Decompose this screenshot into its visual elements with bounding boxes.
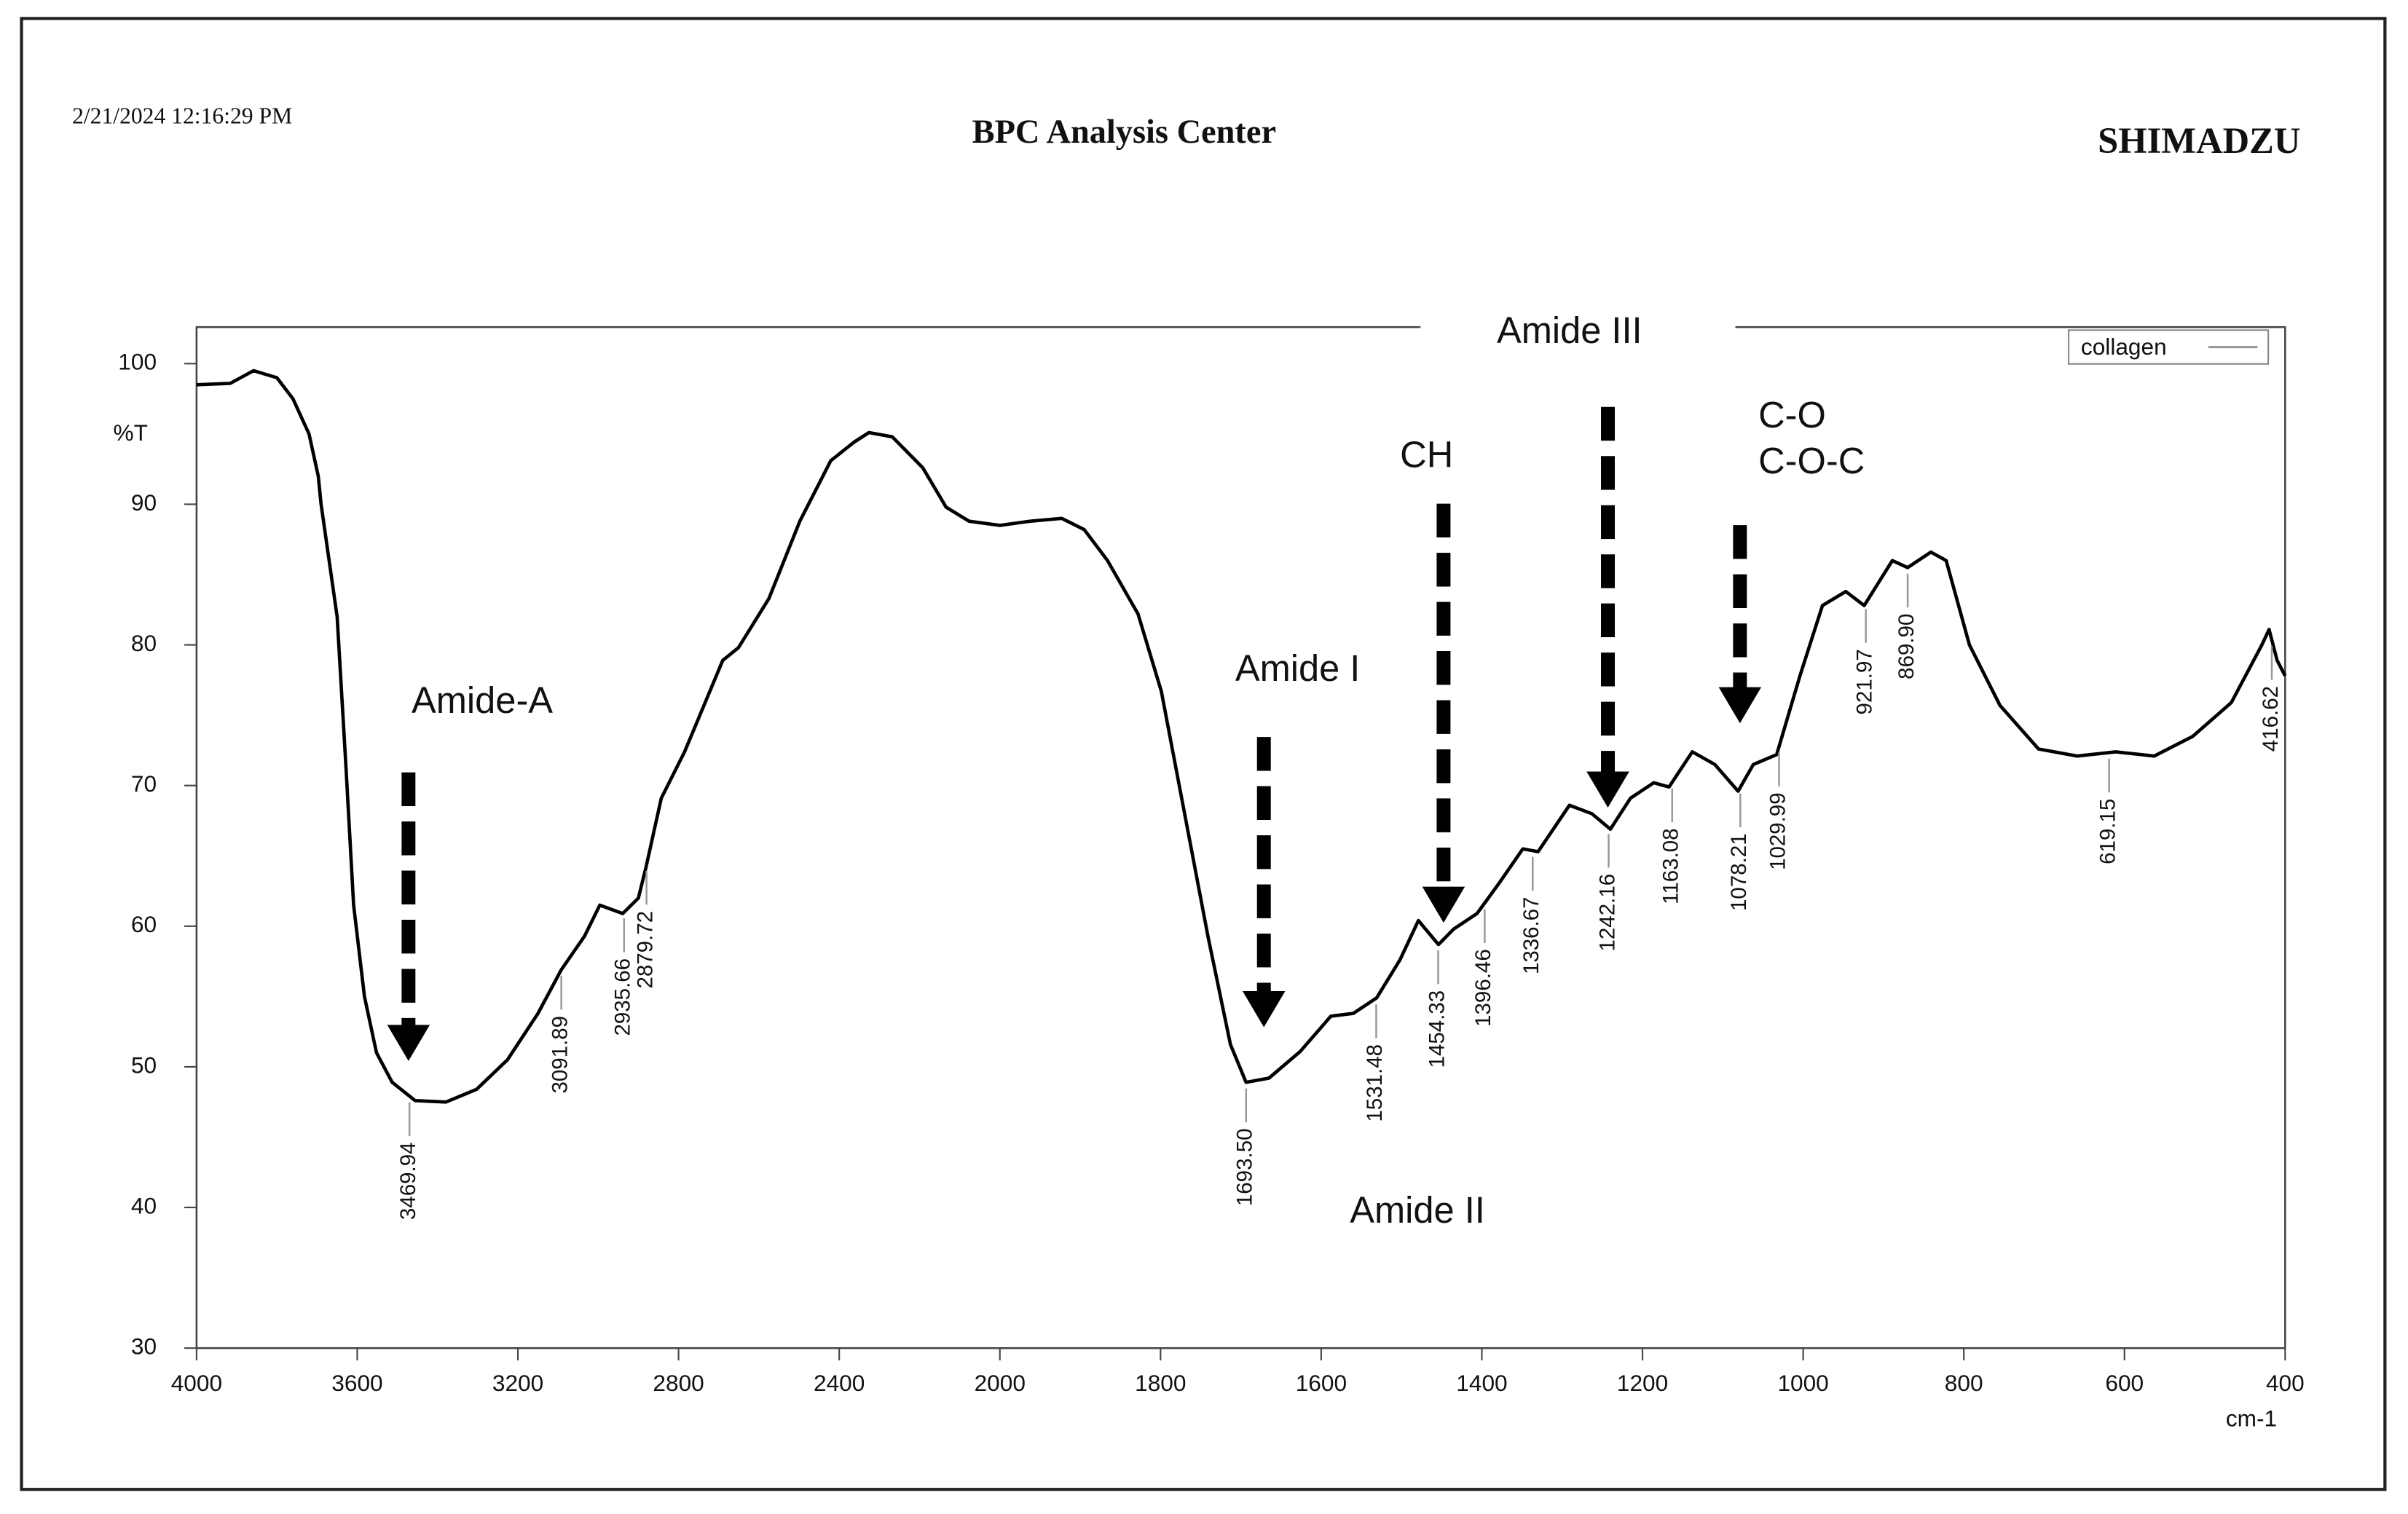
arrows [387,406,1762,1061]
arrow-head [1422,886,1465,923]
peak-label: 3091.89 [548,1016,572,1094]
peak-label: 1163.08 [1659,828,1683,904]
arrow-head [1586,771,1629,808]
x-tick-label: 400 [2266,1370,2305,1396]
peak-label: 1029.99 [1766,792,1790,870]
y-tick-label: 90 [131,489,157,516]
chart-title: BPC Analysis Center [972,114,1276,151]
brand: SHIMADZU [2098,120,2300,161]
annotation: CH [1400,434,1453,476]
annotation: Amide II [1350,1189,1485,1231]
peak-label: 1454.33 [1425,990,1449,1068]
peak-label: 2935.66 [611,958,635,1036]
x-tick-label: 4000 [171,1370,222,1396]
arrow-head [1718,687,1762,724]
arrow-head [387,1025,430,1061]
x-tick-label: 600 [2105,1370,2144,1396]
peak-label: 1396.46 [1471,949,1495,1027]
arrow-head [1242,991,1286,1028]
spectrum-line [196,368,2287,1104]
annotation: C-O [1758,394,1826,435]
label-background [1420,304,1736,360]
y-tick-label: 30 [131,1333,157,1360]
peak-label: 1336.67 [1519,896,1543,974]
peak-label: 1242.16 [1595,874,1619,952]
x-tick-label: 2400 [814,1370,865,1396]
annotation: Amide I [1235,647,1361,689]
peak-label: 921.97 [1852,649,1876,714]
legend-label: collagen [2081,334,2167,360]
y-tick-label: 70 [131,770,157,797]
x-tick-label: 3200 [492,1370,543,1396]
annotation: C-O-C [1758,440,1865,481]
y-tick-label: 100 [118,349,157,375]
peak-label: 869.90 [1894,614,1919,679]
date: 2/21/2024 12:16:29 PM [72,103,292,129]
x-axis-label: cm-1 [2226,1405,2277,1432]
peak-label: 2879.72 [633,911,657,989]
annotation: Amide III [1497,309,1642,351]
y-tick-label: 40 [131,1192,157,1218]
peak-label: 1078.21 [1727,833,1751,911]
peak-label: 1693.50 [1233,1128,1257,1206]
y-axis-label: %T [114,419,148,446]
x-tick-label: 1600 [1296,1370,1347,1396]
y-tick-label: 80 [131,630,157,656]
x-tick-label: 1200 [1617,1370,1668,1396]
peak-label: 619.15 [2096,799,2120,864]
y-tick-label: 50 [131,1052,157,1078]
x-tick-label: 2800 [653,1370,704,1396]
x-tick-label: 1000 [1777,1370,1828,1396]
peak-label: 416.62 [2259,686,2283,752]
y-tick-label: 60 [131,911,157,937]
annotation: Amide-A [412,679,553,721]
x-tick-label: 2000 [975,1370,1026,1396]
peak-label: 1531.48 [1363,1044,1387,1122]
x-tick-label: 3600 [331,1370,382,1396]
outer-frame [20,17,2387,1491]
x-tick-label: 1800 [1135,1370,1186,1396]
peak-label: 3469.94 [396,1142,420,1220]
x-tick-label: 800 [1945,1370,1983,1396]
plot-frame [195,326,2286,1349]
x-tick-label: 1400 [1456,1370,1507,1396]
